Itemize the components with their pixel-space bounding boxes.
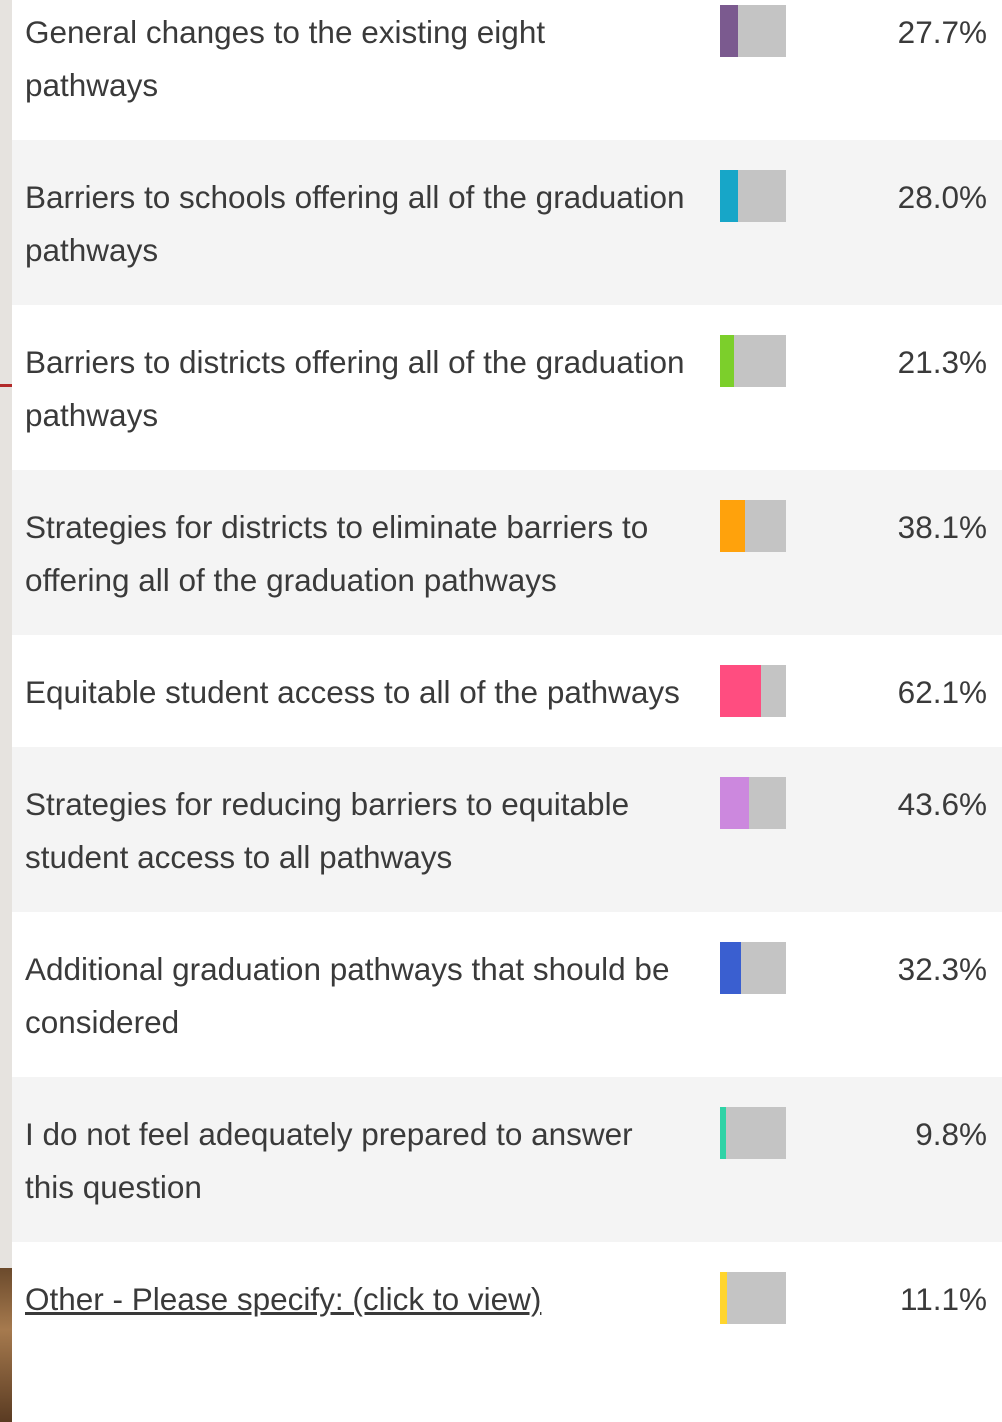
bar bbox=[720, 1107, 727, 1159]
option-label: Equitable student access to all of the p… bbox=[25, 674, 680, 710]
results-list: General changes to the existing eight pa… bbox=[12, 0, 1002, 1354]
percentage: 32.3% bbox=[897, 951, 987, 987]
percentage: 62.1% bbox=[897, 674, 987, 710]
percentage: 28.0% bbox=[897, 179, 987, 215]
bar bbox=[720, 170, 739, 222]
option-label: Strategies for districts to eliminate ba… bbox=[25, 509, 649, 598]
percentage: 27.7% bbox=[897, 14, 987, 50]
bar-track bbox=[720, 942, 786, 994]
bar bbox=[720, 777, 749, 829]
percentage: 11.1% bbox=[900, 1281, 987, 1317]
percentage: 43.6% bbox=[897, 786, 987, 822]
bar-track bbox=[720, 500, 786, 552]
bar-track bbox=[720, 1107, 786, 1159]
result-row: Barriers to districts offering all of th… bbox=[12, 305, 1002, 470]
background-strip bbox=[0, 0, 12, 1422]
bar-track bbox=[720, 170, 786, 222]
background-image bbox=[0, 1268, 12, 1422]
percentage: 9.8% bbox=[915, 1116, 987, 1152]
accent-line bbox=[0, 384, 12, 387]
result-row: Other - Please specify: (click to view) 1… bbox=[12, 1242, 1002, 1354]
result-row: Barriers to schools offering all of the … bbox=[12, 140, 1002, 305]
option-label: Barriers to schools offering all of the … bbox=[25, 179, 685, 268]
option-label: Additional graduation pathways that shou… bbox=[25, 951, 670, 1040]
option-link[interactable]: Other - Please specify: (click to view) bbox=[25, 1281, 542, 1317]
result-row: Strategies for reducing barriers to equi… bbox=[12, 747, 1002, 912]
result-row: Equitable student access to all of the p… bbox=[12, 635, 1002, 747]
bar bbox=[720, 335, 735, 387]
option-label: General changes to the existing eight pa… bbox=[25, 14, 546, 103]
bar bbox=[720, 5, 739, 57]
result-row: General changes to the existing eight pa… bbox=[12, 0, 1002, 140]
result-row: Strategies for districts to eliminate ba… bbox=[12, 470, 1002, 635]
percentage: 38.1% bbox=[897, 509, 987, 545]
bar-track bbox=[720, 777, 786, 829]
bar-track bbox=[720, 1272, 786, 1324]
bar bbox=[720, 665, 761, 717]
bar-track bbox=[720, 335, 786, 387]
percentage: 21.3% bbox=[897, 344, 987, 380]
bar bbox=[720, 1272, 728, 1324]
bar bbox=[720, 942, 742, 994]
bar-track bbox=[720, 5, 786, 57]
bar-track bbox=[720, 665, 786, 717]
option-label: Strategies for reducing barriers to equi… bbox=[25, 786, 630, 875]
option-label: Barriers to districts offering all of th… bbox=[25, 344, 685, 433]
option-label: I do not feel adequately prepared to ans… bbox=[25, 1116, 633, 1205]
result-row: I do not feel adequately prepared to ans… bbox=[12, 1077, 1002, 1242]
result-row: Additional graduation pathways that shou… bbox=[12, 912, 1002, 1077]
bar bbox=[720, 500, 746, 552]
